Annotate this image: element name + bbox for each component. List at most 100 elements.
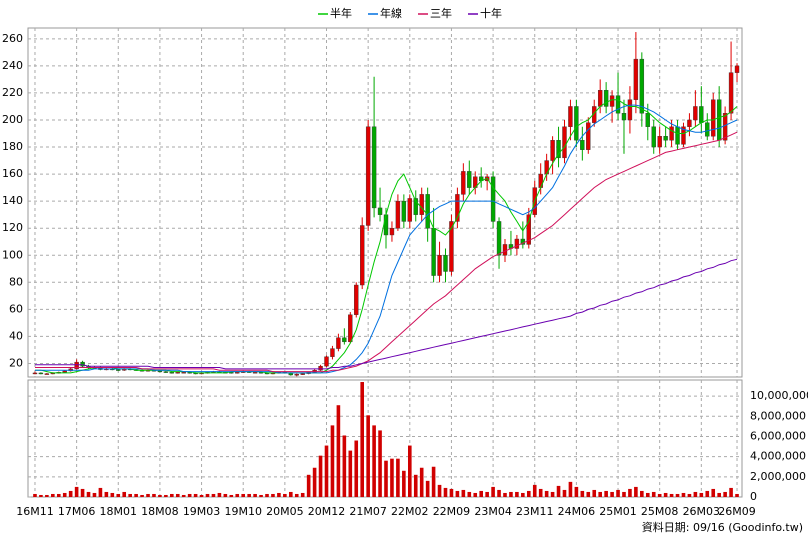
volume-bar <box>503 492 507 497</box>
volume-bar <box>217 492 222 497</box>
volume-bar <box>170 493 174 497</box>
volume-bar <box>128 493 132 497</box>
candle-body <box>502 244 508 256</box>
candle-body <box>734 65 740 73</box>
volume-bar <box>134 493 138 497</box>
candle-body <box>687 119 692 127</box>
candle-body <box>318 365 323 371</box>
volume-bar <box>717 492 721 497</box>
candle-body <box>336 337 341 349</box>
volume-bar <box>56 493 61 497</box>
volume-bar <box>283 493 287 497</box>
volume-bar <box>580 490 585 497</box>
candle-body <box>294 374 299 376</box>
volume-bar <box>634 486 638 497</box>
candle-body <box>526 214 531 245</box>
volume-bar <box>300 492 305 497</box>
volume-bar <box>705 490 710 497</box>
candle-body <box>169 372 175 374</box>
volume-bar <box>509 491 513 497</box>
x-tick-label: 19M03 <box>183 505 221 518</box>
volume-bar <box>592 489 597 497</box>
candle-body <box>425 194 430 229</box>
candle-body <box>615 95 621 114</box>
legend-label: 十年 <box>480 6 502 20</box>
y-tick-label: 60 <box>9 302 23 315</box>
volume-bar <box>455 490 460 497</box>
volume-bar <box>443 487 448 497</box>
volume-bar <box>413 474 418 497</box>
y2-tick-label: 8,000,000 <box>750 409 806 422</box>
x-tick-label: 21M07 <box>349 505 387 518</box>
candle-body <box>300 373 305 375</box>
volume-bar <box>140 494 144 497</box>
volume-bar <box>110 492 115 497</box>
y-tick-label: 260 <box>2 32 23 45</box>
candle-body <box>163 371 169 373</box>
candle-body <box>116 369 121 371</box>
candle-body <box>597 90 603 107</box>
volume-bar <box>306 474 311 497</box>
volume-bar <box>318 455 323 497</box>
y2-tick-label: 10,000,000 <box>750 389 808 402</box>
candle-body <box>455 194 460 222</box>
volume-bar <box>663 492 668 497</box>
volume-bar <box>538 488 543 497</box>
candle-body <box>437 255 442 276</box>
volume-bar <box>735 493 739 497</box>
y-tick-label: 80 <box>9 275 23 288</box>
volume-bar <box>693 491 698 497</box>
x-tick-label: 18M08 <box>141 505 179 518</box>
candle-body <box>157 370 163 373</box>
volume-bar <box>562 489 567 497</box>
volume-bar <box>68 490 73 497</box>
volume-bar <box>449 488 454 497</box>
candle-body <box>639 58 645 114</box>
candle-body <box>693 106 698 121</box>
volume-bar <box>384 460 388 497</box>
x-tick-label: 16M11 <box>16 505 54 518</box>
legend-label: 年線 <box>380 6 402 20</box>
candle-body <box>383 214 389 236</box>
volume-bar <box>681 492 686 497</box>
x-tick-label: 25M01 <box>599 505 637 518</box>
volume-bar <box>312 467 317 497</box>
candle-body <box>633 58 639 100</box>
candle-body <box>568 106 573 127</box>
candle-body <box>627 99 633 121</box>
volume-bar <box>229 494 234 497</box>
candle-body <box>496 221 502 256</box>
volume-bar <box>485 491 489 497</box>
candle-body <box>413 198 418 215</box>
candle-body <box>651 126 656 148</box>
volume-bar <box>402 470 406 497</box>
y-tick-label: 160 <box>2 167 23 180</box>
volume-bar <box>92 492 97 497</box>
candle-body <box>377 207 383 215</box>
candle-body <box>38 372 44 375</box>
volume-bar <box>175 493 180 497</box>
y-tick-label: 220 <box>2 86 23 99</box>
candle-body <box>324 356 329 367</box>
candle-body <box>330 348 335 357</box>
volume-bar <box>651 491 656 497</box>
y2-tick-label: 2,000,000 <box>750 470 806 483</box>
volume-bar <box>342 435 347 497</box>
volume-bar <box>271 493 275 497</box>
candle-body <box>360 225 365 286</box>
candle-body <box>711 99 716 137</box>
y-tick-label: 200 <box>2 113 23 126</box>
volume-bar <box>568 481 573 497</box>
candle-body <box>514 238 520 249</box>
volume-bar <box>122 491 127 497</box>
candle-body <box>395 200 401 229</box>
x-tick-label: 25M08 <box>641 505 679 518</box>
volume-bar <box>532 484 537 497</box>
volume-bar <box>556 485 561 497</box>
candle-body <box>669 126 674 141</box>
candle-body <box>365 126 371 226</box>
candle-body <box>716 99 722 141</box>
volume-bar <box>277 492 281 497</box>
y-tick-label: 240 <box>2 59 23 72</box>
volume-bar <box>461 489 466 497</box>
